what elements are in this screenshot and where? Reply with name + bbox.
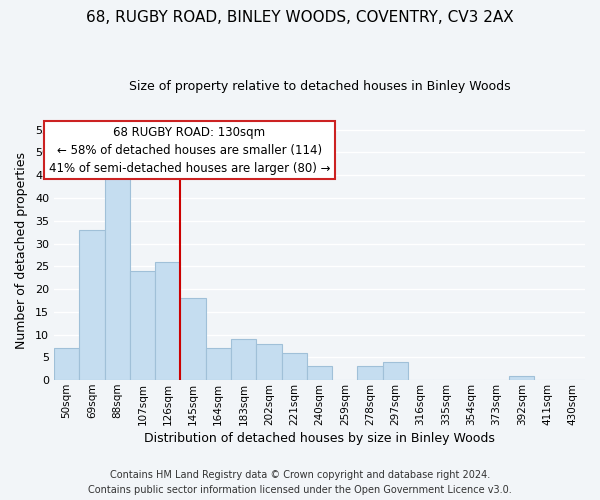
Bar — [206, 348, 231, 380]
Title: Size of property relative to detached houses in Binley Woods: Size of property relative to detached ho… — [128, 80, 510, 93]
Bar — [104, 170, 130, 380]
Bar — [281, 353, 307, 380]
Bar — [256, 344, 281, 380]
Bar — [231, 339, 256, 380]
Bar — [383, 362, 408, 380]
Bar — [181, 298, 206, 380]
Bar — [155, 262, 181, 380]
Bar — [509, 376, 535, 380]
Y-axis label: Number of detached properties: Number of detached properties — [15, 152, 28, 349]
Bar — [130, 271, 155, 380]
X-axis label: Distribution of detached houses by size in Binley Woods: Distribution of detached houses by size … — [144, 432, 495, 445]
Bar — [307, 366, 332, 380]
Text: Contains HM Land Registry data © Crown copyright and database right 2024.
Contai: Contains HM Land Registry data © Crown c… — [88, 470, 512, 495]
Bar — [358, 366, 383, 380]
Bar — [79, 230, 104, 380]
Text: 68, RUGBY ROAD, BINLEY WOODS, COVENTRY, CV3 2AX: 68, RUGBY ROAD, BINLEY WOODS, COVENTRY, … — [86, 10, 514, 25]
Text: 68 RUGBY ROAD: 130sqm
← 58% of detached houses are smaller (114)
41% of semi-det: 68 RUGBY ROAD: 130sqm ← 58% of detached … — [49, 126, 330, 174]
Bar — [54, 348, 79, 380]
